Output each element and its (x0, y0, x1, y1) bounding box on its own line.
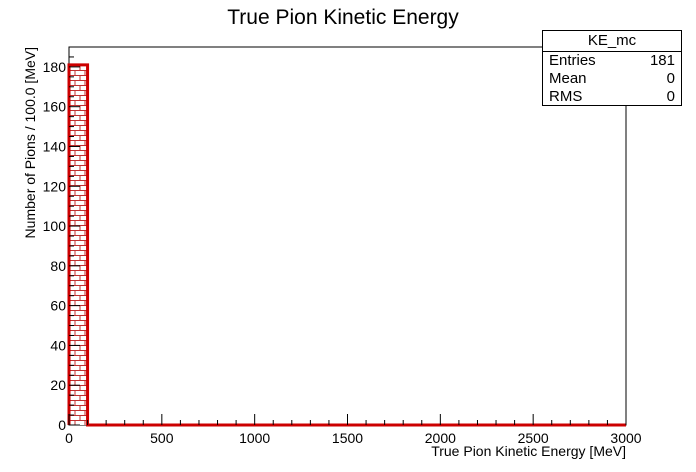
y-axis: 0 20 40 60 80 100 120 140 160 180 (43, 46, 80, 433)
stats-title: KE_mc (543, 31, 681, 52)
y-tick-label: 40 (50, 337, 66, 353)
stats-row-mean: Mean 0 (543, 70, 681, 88)
x-tick-label: 2500 (518, 430, 549, 446)
stats-row-rms: RMS 0 (543, 88, 681, 106)
y-tick-label: 80 (50, 258, 66, 274)
stats-label: Mean (549, 70, 587, 87)
x-axis: 0 500 1000 1500 2000 2500 3000 (65, 414, 642, 446)
y-tick-label: 20 (50, 377, 66, 393)
x-tick-label: 1500 (332, 430, 363, 446)
stats-row-entries: Entries 181 (543, 52, 681, 70)
stats-label: Entries (549, 52, 596, 69)
stats-value: 0 (666, 70, 675, 87)
x-tick-label: 500 (150, 430, 174, 446)
x-tick-label: 0 (65, 430, 73, 446)
stats-label: RMS (549, 88, 583, 105)
stats-box: KE_mc Entries 181 Mean 0 RMS 0 (542, 30, 682, 106)
stats-value: 0 (666, 88, 675, 105)
x-axis-label: True Pion Kinetic Energy [MeV] (431, 443, 626, 459)
x-tick-label: 3000 (610, 430, 641, 446)
y-tick-label: 100 (43, 218, 67, 234)
y-tick-label: 0 (58, 417, 66, 433)
chart-title: True Pion Kinetic Energy (227, 6, 459, 29)
y-tick-label: 140 (43, 138, 67, 154)
histogram-outline (67, 63, 626, 427)
histogram-bar (69, 64, 88, 425)
y-tick-label: 180 (43, 59, 67, 75)
y-tick-label: 120 (43, 178, 67, 194)
y-tick-label: 60 (50, 298, 66, 314)
bars-group (67, 63, 626, 427)
stats-value: 181 (649, 52, 675, 69)
x-tick-label: 1000 (239, 430, 270, 446)
y-tick-label: 160 (43, 99, 67, 115)
y-axis-label: Number of Pions / 100.0 [MeV] (22, 47, 38, 238)
x-tick-label: 2000 (425, 430, 456, 446)
